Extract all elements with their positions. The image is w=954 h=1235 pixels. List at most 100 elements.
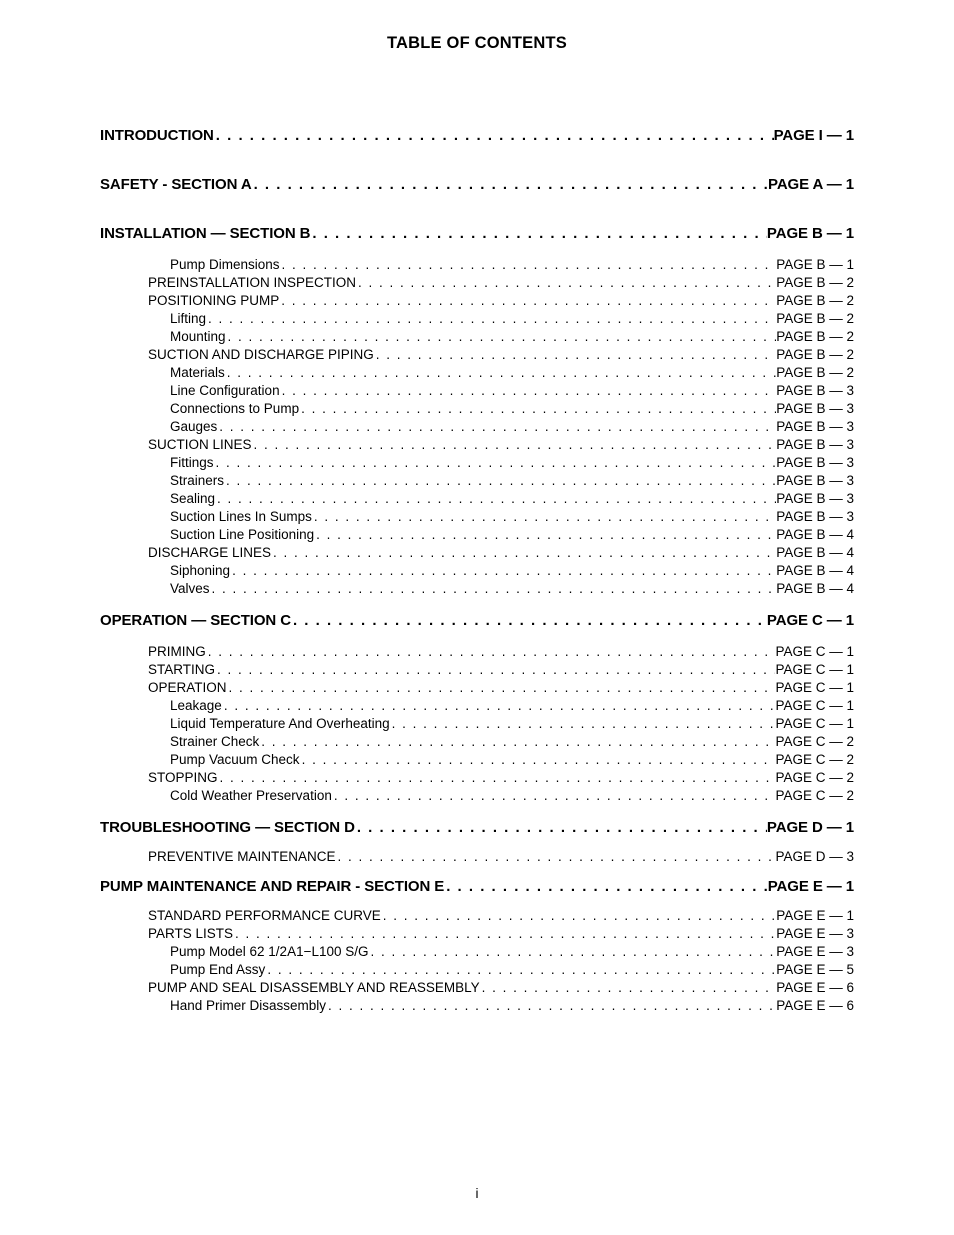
- dot-leader: . . . . . . . . . . . . . . . . . . . . …: [214, 127, 774, 144]
- toc-entry-label: Materials: [100, 364, 225, 382]
- toc-entry-page: PAGE B — 3: [776, 508, 854, 526]
- toc-sub-row: Strainer Check . . . . . . . . . . . . .…: [100, 733, 854, 751]
- dot-leader: . . . . . . . . . . . . . . . . . . . . …: [291, 612, 767, 629]
- toc-entry-page: PAGE B — 3: [776, 382, 854, 400]
- toc-entry-page: PAGE B — 2: [776, 364, 854, 382]
- toc-entry-label: Cold Weather Preservation: [100, 787, 332, 805]
- dot-leader: . . . . . . . . . . . . . . . . . . . . …: [252, 176, 768, 193]
- toc-sub-row: Lifting . . . . . . . . . . . . . . . . …: [100, 310, 854, 328]
- toc-sub-row: Leakage . . . . . . . . . . . . . . . . …: [100, 697, 854, 715]
- page-number-footer: i: [0, 1186, 954, 1201]
- toc-entry-page: PAGE E — 6: [776, 979, 854, 997]
- toc-entry-page: PAGE B — 3: [776, 472, 854, 490]
- toc-entry-page: PAGE B — 3: [776, 436, 854, 454]
- toc-entry-label: Suction Line Positioning: [100, 526, 314, 544]
- dot-leader: . . . . . . . . . . . . . . . . . . . . …: [310, 225, 767, 242]
- toc-entry-label: Leakage: [100, 697, 222, 715]
- toc-sub-row: Suction Lines In Sumps . . . . . . . . .…: [100, 508, 854, 526]
- dot-leader: . . . . . . . . . . . . . . . . . . . . …: [444, 878, 768, 895]
- toc-sub-row: STANDARD PERFORMANCE CURVE . . . . . . .…: [100, 907, 854, 925]
- dot-leader: . . . . . . . . . . . . . . . . . . . . …: [226, 328, 777, 346]
- dot-leader: . . . . . . . . . . . . . . . . . . . . …: [217, 418, 776, 436]
- toc-entry-label: Valves: [100, 580, 210, 598]
- toc-entry-label: STOPPING: [100, 769, 218, 787]
- toc-entry-page: PAGE E — 3: [776, 925, 854, 943]
- toc-sub-row: Cold Weather Preservation . . . . . . . …: [100, 787, 854, 805]
- dot-leader: . . . . . . . . . . . . . . . . . . . . …: [233, 925, 776, 943]
- toc-entry-label: PUMP AND SEAL DISASSEMBLY AND REASSEMBLY: [100, 979, 480, 997]
- toc-entry-page: PAGE B — 2: [776, 328, 854, 346]
- toc-sub-row: Pump Dimensions . . . . . . . . . . . . …: [100, 256, 854, 274]
- toc-entry-label: STARTING: [100, 661, 215, 679]
- toc-section-label: INTRODUCTION: [100, 127, 214, 144]
- toc-sub-row: STOPPING . . . . . . . . . . . . . . . .…: [100, 769, 854, 787]
- dot-leader: . . . . . . . . . . . . . . . . . . . . …: [355, 819, 767, 836]
- dot-leader: . . . . . . . . . . . . . . . . . . . . …: [326, 997, 776, 1015]
- toc-sub-row: Hand Primer Disassembly . . . . . . . . …: [100, 997, 854, 1015]
- toc-entry-page: PAGE B — 1: [776, 256, 854, 274]
- toc-section-row: INTRODUCTION . . . . . . . . . . . . . .…: [100, 127, 854, 144]
- toc-sub-row: Line Configuration . . . . . . . . . . .…: [100, 382, 854, 400]
- toc-entry-label: PARTS LISTS: [100, 925, 233, 943]
- toc-entry-label: PRIMING: [100, 643, 206, 661]
- dot-leader: . . . . . . . . . . . . . . . . . . . . …: [215, 661, 775, 679]
- toc-entry-label: Sealing: [100, 490, 215, 508]
- toc-sub-row: Pump Model 62 1/2A1−L100 S/G . . . . . .…: [100, 943, 854, 961]
- dot-leader: . . . . . . . . . . . . . . . . . . . . …: [215, 490, 776, 508]
- dot-leader: . . . . . . . . . . . . . . . . . . . . …: [279, 292, 776, 310]
- toc-section-label: TROUBLESHOOTING — SECTION D: [100, 819, 355, 836]
- toc-sub-row: PREINSTALLATION INSPECTION . . . . . . .…: [100, 274, 854, 292]
- toc-entry-page: PAGE B — 3: [776, 418, 854, 436]
- toc-entry-label: Line Configuration: [100, 382, 280, 400]
- toc-section-page: PAGE A — 1: [768, 176, 854, 193]
- toc-entry-label: Pump Model 62 1/2A1−L100 S/G: [100, 943, 369, 961]
- toc-entry-page: PAGE C — 2: [775, 769, 854, 787]
- toc-section-row: TROUBLESHOOTING — SECTION D . . . . . . …: [100, 819, 854, 836]
- toc-entry-page: PAGE C — 1: [775, 715, 854, 733]
- dot-leader: . . . . . . . . . . . . . . . . . . . . …: [332, 787, 776, 805]
- dot-leader: . . . . . . . . . . . . . . . . . . . . …: [312, 508, 776, 526]
- toc-section-page: PAGE C — 1: [767, 612, 854, 629]
- toc-entry-page: PAGE B — 3: [776, 490, 854, 508]
- toc-entry-page: PAGE E — 3: [776, 943, 854, 961]
- toc-entry-page: PAGE C — 1: [775, 697, 854, 715]
- dot-leader: . . . . . . . . . . . . . . . . . . . . …: [206, 643, 776, 661]
- dot-leader: . . . . . . . . . . . . . . . . . . . . …: [252, 436, 777, 454]
- dot-leader: . . . . . . . . . . . . . . . . . . . . …: [271, 544, 776, 562]
- toc-entry-page: PAGE C — 2: [775, 733, 854, 751]
- dot-leader: . . . . . . . . . . . . . . . . . . . . …: [356, 274, 776, 292]
- toc-sub-row: Valves . . . . . . . . . . . . . . . . .…: [100, 580, 854, 598]
- toc-entry-label: Pump Dimensions: [100, 256, 280, 274]
- toc-sub-row: PARTS LISTS . . . . . . . . . . . . . . …: [100, 925, 854, 943]
- toc-entry-page: PAGE B — 2: [776, 346, 854, 364]
- dot-leader: . . . . . . . . . . . . . . . . . . . . …: [206, 310, 776, 328]
- toc-entry-label: Strainer Check: [100, 733, 259, 751]
- toc-entry-label: Fittings: [100, 454, 214, 472]
- toc-sub-row: Connections to Pump . . . . . . . . . . …: [100, 400, 854, 418]
- dot-leader: . . . . . . . . . . . . . . . . . . . . …: [218, 769, 776, 787]
- toc-entry-label: Siphoning: [100, 562, 230, 580]
- dot-leader: . . . . . . . . . . . . . . . . . . . . …: [369, 943, 777, 961]
- toc-entry-label: SUCTION AND DISCHARGE PIPING: [100, 346, 374, 364]
- toc-section-page: PAGE D — 1: [767, 819, 854, 836]
- toc-sub-row: Gauges . . . . . . . . . . . . . . . . .…: [100, 418, 854, 436]
- toc-entry-page: PAGE B — 4: [776, 526, 854, 544]
- toc-section-label: SAFETY ‐ SECTION A: [100, 176, 252, 193]
- dot-leader: . . . . . . . . . . . . . . . . . . . . …: [227, 679, 776, 697]
- toc-entry-label: Suction Lines In Sumps: [100, 508, 312, 526]
- toc-entry-page: PAGE C — 2: [775, 787, 854, 805]
- dot-leader: . . . . . . . . . . . . . . . . . . . . …: [280, 382, 777, 400]
- toc-sub-row: Sealing . . . . . . . . . . . . . . . . …: [100, 490, 854, 508]
- toc-entry-page: PAGE B — 4: [776, 562, 854, 580]
- toc-entry-label: Strainers: [100, 472, 224, 490]
- toc-sub-row: Strainers . . . . . . . . . . . . . . . …: [100, 472, 854, 490]
- dot-leader: . . . . . . . . . . . . . . . . . . . . …: [210, 580, 777, 598]
- toc-entry-label: Mounting: [100, 328, 226, 346]
- toc-entry-label: SUCTION LINES: [100, 436, 252, 454]
- toc-entry-label: Lifting: [100, 310, 206, 328]
- toc-sub-row: Materials . . . . . . . . . . . . . . . …: [100, 364, 854, 382]
- toc-sub-row: SUCTION AND DISCHARGE PIPING . . . . . .…: [100, 346, 854, 364]
- toc-entry-page: PAGE B — 4: [776, 580, 854, 598]
- dot-leader: . . . . . . . . . . . . . . . . . . . . …: [265, 961, 776, 979]
- toc-sub-row: Fittings . . . . . . . . . . . . . . . .…: [100, 454, 854, 472]
